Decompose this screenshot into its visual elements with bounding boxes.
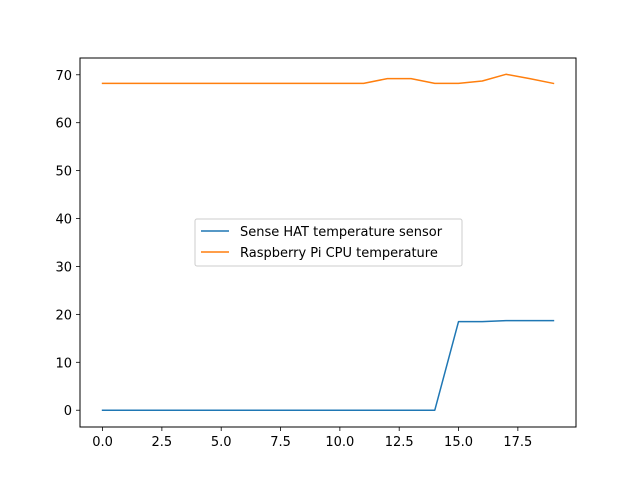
- legend-label-1: Raspberry Pi CPU temperature: [240, 246, 438, 261]
- y-tick-label: 40: [55, 213, 72, 228]
- x-tick-label: 15.0: [444, 435, 473, 450]
- y-tick-label: 50: [55, 165, 72, 180]
- y-tick-label: 10: [55, 356, 72, 371]
- x-tick-label: 5.0: [211, 435, 232, 450]
- y-tick-label: 70: [55, 69, 72, 84]
- legend: Sense HAT temperature sensor Raspberry Pi…: [194, 218, 463, 267]
- x-tick-label: 17.5: [503, 435, 532, 450]
- legend-label-0: Sense HAT temperature sensor: [240, 225, 443, 240]
- x-tick-label: 7.5: [270, 435, 291, 450]
- x-tick-label: 12.5: [385, 435, 414, 450]
- plot-frame: [79, 57, 577, 428]
- y-tick-label: 20: [55, 308, 72, 323]
- series-layer: [101, 73, 555, 411]
- series-line-1: [101, 73, 555, 85]
- x-tick-label: 10.0: [325, 435, 354, 450]
- y-axis: 0 10 20 30 40 50 60 70: [55, 69, 80, 419]
- legend-box: [194, 218, 463, 267]
- series-line-0: [101, 319, 555, 411]
- x-tick-label: 0.0: [92, 435, 113, 450]
- y-tick-label: 0: [64, 404, 72, 419]
- y-tick-label: 30: [55, 260, 72, 275]
- x-axis: 0.0 2.5 5.0 7.5 10.0 12.5 15.0 17.5: [92, 427, 532, 450]
- y-tick-label: 60: [55, 117, 72, 132]
- x-tick-label: 2.5: [152, 435, 173, 450]
